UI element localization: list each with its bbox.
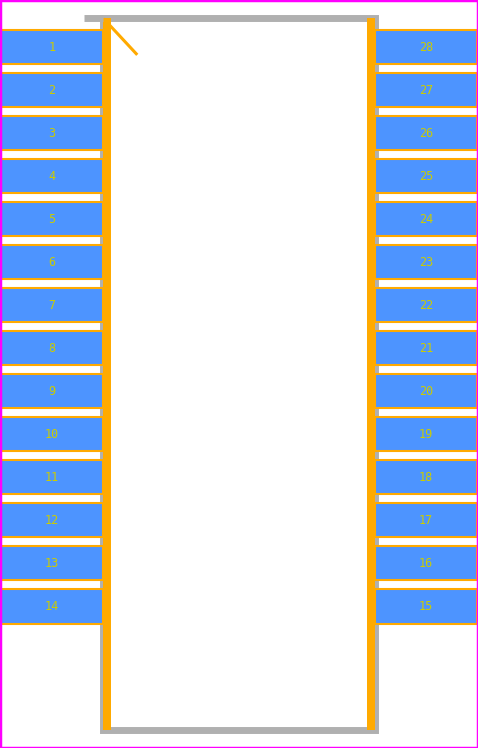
Text: 9: 9 [48,384,55,398]
Bar [367,18,375,730]
Text: 25: 25 [419,170,433,183]
Text: 14: 14 [45,600,59,613]
Bar [375,417,477,452]
Text: 17: 17 [419,514,433,527]
Bar [375,202,477,236]
Text: 18: 18 [419,470,433,484]
Bar [1,460,103,494]
Text: 20: 20 [419,384,433,398]
Text: 8: 8 [48,342,55,355]
Bar [375,546,477,580]
Bar [375,30,477,64]
Bar [1,288,103,322]
Text: 27: 27 [419,84,433,96]
Bar [375,460,477,494]
Bar [1,331,103,365]
Bar [1,374,103,408]
Text: 16: 16 [419,557,433,570]
Text: 1: 1 [48,40,55,54]
Bar [375,331,477,365]
Text: 5: 5 [48,212,55,226]
Text: 15: 15 [419,600,433,613]
Text: 26: 26 [419,126,433,140]
Bar [1,245,103,279]
Text: 21: 21 [419,342,433,355]
Bar [1,417,103,452]
Text: 24: 24 [419,212,433,226]
Text: 10: 10 [45,428,59,441]
Text: 19: 19 [419,428,433,441]
Bar [1,546,103,580]
Text: 6: 6 [48,256,55,269]
Bar [1,503,103,538]
Text: 23: 23 [419,256,433,269]
Text: 12: 12 [45,514,59,527]
Text: 2: 2 [48,84,55,96]
Bar [103,18,111,730]
Text: 11: 11 [45,470,59,484]
Bar [375,374,477,408]
Bar [375,503,477,538]
Bar [375,589,477,624]
Text: 4: 4 [48,170,55,183]
Text: 13: 13 [45,557,59,570]
Text: 3: 3 [48,126,55,140]
Bar [375,116,477,150]
Bar [1,73,103,107]
Bar [375,73,477,107]
Bar [1,202,103,236]
Bar [1,159,103,193]
Bar [375,245,477,279]
Text: 28: 28 [419,40,433,54]
Bar [375,288,477,322]
Text: 7: 7 [48,298,55,312]
Bar [1,30,103,64]
Bar [1,589,103,624]
Bar [103,18,375,730]
Text: 22: 22 [419,298,433,312]
Bar [375,159,477,193]
Bar [1,116,103,150]
